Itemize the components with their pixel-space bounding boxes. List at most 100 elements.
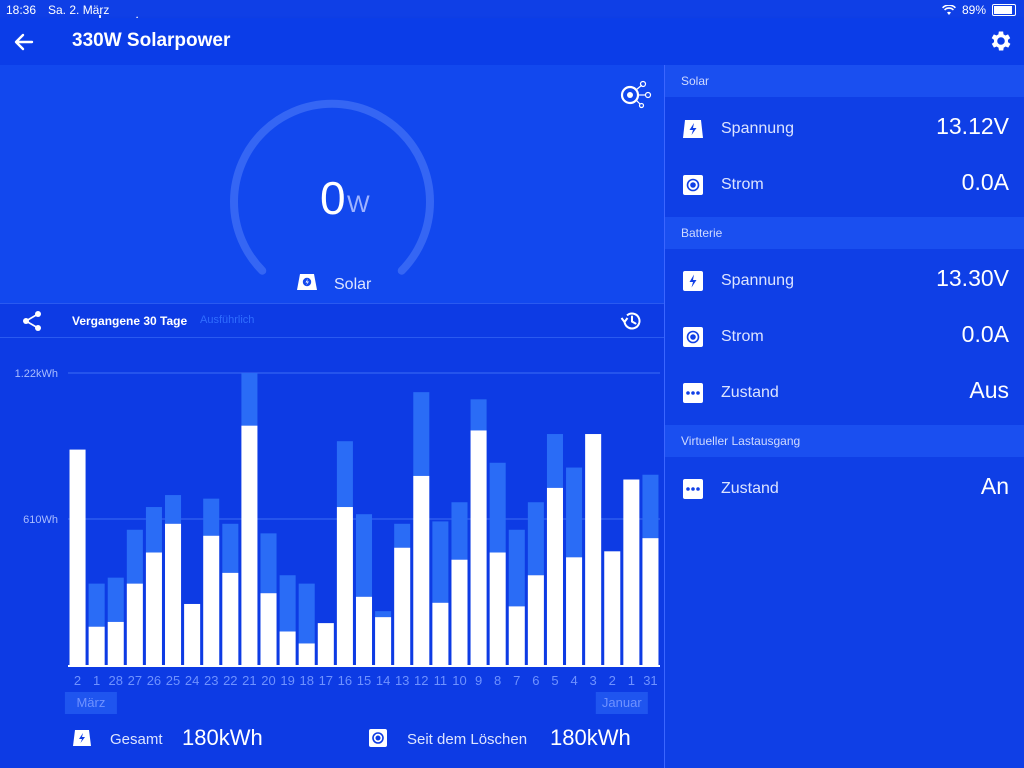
bar-upper[interactable] [451, 502, 468, 560]
right-panel: Solar Spannung 13.12V Strom 0.0A Batteri… [664, 65, 1024, 768]
bar-upper[interactable] [298, 583, 315, 644]
bar-upper[interactable] [260, 533, 277, 594]
bar-upper[interactable] [527, 502, 544, 576]
x-tick-label: 26 [147, 673, 161, 688]
row-label: Strom [721, 176, 764, 193]
bar[interactable] [527, 575, 544, 665]
bar-upper[interactable] [394, 523, 411, 548]
battery-icon [992, 4, 1016, 16]
bar-upper[interactable] [508, 529, 525, 607]
row-value: 0.0A [961, 169, 1009, 195]
x-tick-label: 16 [338, 673, 352, 688]
row-load-state[interactable]: Zustand An [665, 461, 1024, 517]
bar-upper[interactable] [279, 575, 296, 632]
status-right: 89% [942, 3, 1016, 17]
bar[interactable] [451, 559, 468, 665]
bar-upper[interactable] [355, 514, 373, 597]
bar[interactable] [165, 523, 182, 665]
bar[interactable] [145, 552, 162, 665]
bar[interactable] [508, 606, 525, 665]
bar[interactable] [279, 631, 296, 665]
bar-upper[interactable] [546, 434, 563, 488]
bar-upper[interactable] [203, 498, 220, 536]
row-battery-state[interactable]: Zustand Aus [665, 365, 1024, 421]
bar-upper[interactable] [126, 529, 143, 584]
bar[interactable] [623, 479, 640, 665]
month-label: März [76, 695, 105, 710]
bar[interactable] [69, 449, 86, 665]
tab-detailed[interactable]: Ausführlich [200, 314, 255, 326]
bar-upper[interactable] [566, 467, 583, 558]
month-label: Januar [602, 695, 642, 710]
x-tick-label: 8 [494, 673, 501, 688]
row-battery-current[interactable]: Strom 0.0A [665, 309, 1024, 365]
back-arrow-icon[interactable] [10, 28, 38, 56]
x-tick-label: 12 [414, 673, 428, 688]
bar[interactable] [604, 551, 621, 665]
bar[interactable] [546, 487, 563, 665]
gear-icon[interactable] [988, 28, 1014, 54]
section-title: Batterie [681, 226, 723, 240]
bar[interactable] [260, 593, 277, 665]
bar[interactable] [241, 425, 258, 665]
bar[interactable] [88, 626, 105, 665]
bar-upper[interactable] [241, 373, 258, 426]
bar[interactable] [432, 602, 449, 665]
bar-upper[interactable] [432, 521, 449, 603]
bar[interactable] [203, 535, 220, 665]
since-reset-label: Seit dem Löschen [407, 731, 528, 748]
link-settings-icon[interactable] [618, 79, 652, 109]
share-icon[interactable] [21, 310, 43, 332]
bar[interactable] [298, 643, 315, 665]
bar[interactable] [184, 603, 201, 665]
bar[interactable] [107, 621, 124, 665]
bar[interactable] [394, 547, 411, 665]
target-icon [683, 175, 703, 195]
total-label: Gesamt [110, 731, 163, 748]
bar-upper[interactable] [107, 577, 124, 622]
bar-upper[interactable] [222, 523, 239, 573]
bar-upper[interactable] [165, 495, 182, 524]
x-tick-label: 18 [299, 673, 313, 688]
bar-upper[interactable] [375, 611, 392, 618]
bar[interactable] [222, 572, 239, 665]
bar-upper[interactable] [336, 441, 353, 508]
row-solar-voltage[interactable]: Spannung 13.12V [665, 101, 1024, 157]
tab-last-30-days[interactable]: Vergangene 30 Tage [72, 314, 188, 328]
bar[interactable] [566, 557, 583, 665]
bar[interactable] [355, 596, 373, 665]
bar-upper[interactable] [489, 462, 506, 553]
bar[interactable] [585, 434, 602, 665]
bar[interactable] [413, 475, 430, 665]
bar-upper[interactable] [145, 507, 162, 553]
bar-upper[interactable] [88, 583, 105, 627]
bar[interactable] [470, 430, 487, 665]
x-tick-label: 15 [357, 673, 371, 688]
row-label: Spannung [721, 120, 794, 137]
bar-upper[interactable] [413, 392, 430, 476]
bar[interactable] [642, 538, 659, 665]
section-title: Virtueller Lastausgang [681, 434, 801, 448]
target-icon [683, 327, 703, 347]
chart-toolbar: Vergangene 30 Tage Ausführlich [0, 303, 664, 338]
row-solar-current[interactable]: Strom 0.0A [665, 157, 1024, 213]
bar-upper[interactable] [470, 399, 487, 431]
bar[interactable] [336, 507, 353, 665]
x-tick-label: 2 [74, 673, 81, 688]
bar[interactable] [375, 617, 392, 665]
gauge-track [230, 99, 434, 275]
bar[interactable] [126, 583, 143, 665]
status-time: 18:36 [6, 3, 37, 17]
x-tick-label: 6 [532, 673, 539, 688]
bar-upper[interactable] [642, 474, 659, 539]
bolt-icon [683, 120, 703, 138]
row-value: 0.0A [961, 321, 1009, 347]
section-header-solar: Solar [665, 65, 1024, 97]
x-tick-label: 31 [643, 673, 657, 688]
gauge-value: 0 [320, 172, 346, 224]
bar[interactable] [489, 552, 506, 665]
bar[interactable] [317, 623, 334, 665]
totals-row: Gesamt 180kWh Seit dem Löschen 180kWh [0, 725, 664, 755]
history-icon[interactable] [620, 309, 644, 333]
row-battery-voltage[interactable]: Spannung 13.30V [665, 253, 1024, 309]
